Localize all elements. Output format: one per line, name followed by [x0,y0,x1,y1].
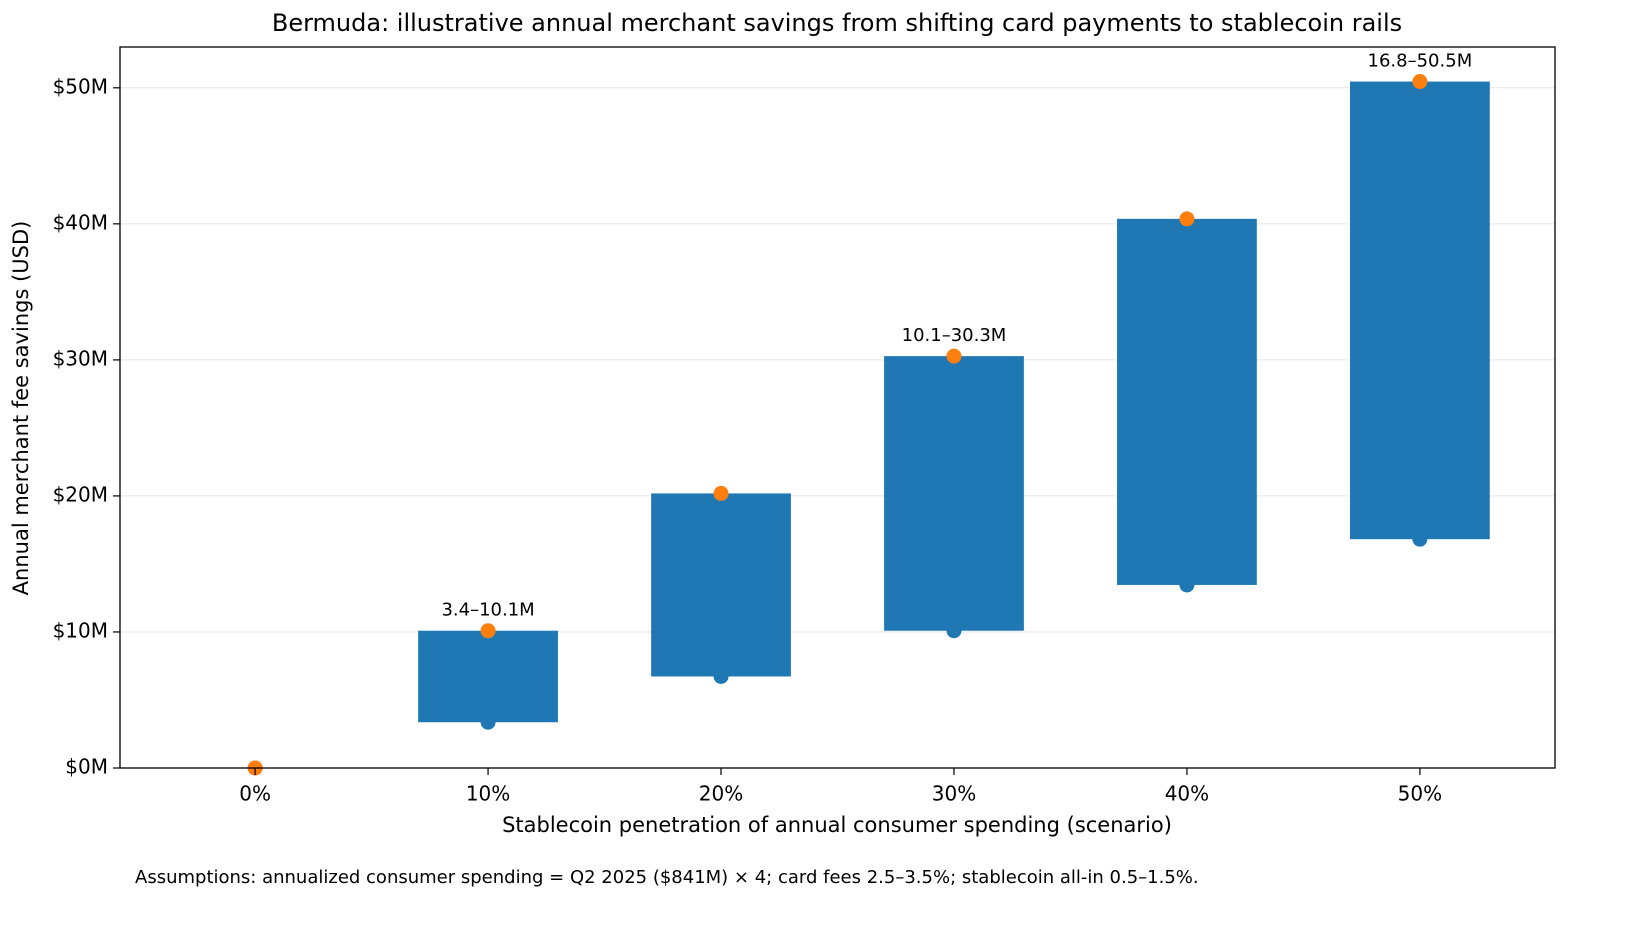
x-tick-label: 40% [1165,782,1209,806]
high-point [946,348,962,364]
footnote: Assumptions: annualized consumer spendin… [135,867,1199,888]
y-tick-label: $30M [53,346,108,370]
high-point [1412,74,1428,90]
y-tick-label: $0M [65,755,108,779]
plot-frame [119,46,1556,769]
high-point [480,623,496,639]
y-tick-label: $50M [53,74,108,98]
value-label: 10.1–30.3M [902,325,1007,346]
x-tick-label: 30% [932,782,976,806]
y-tick-label: $10M [53,618,108,642]
high-point [713,485,729,501]
y-axis-label: Annual merchant fee savings (USD) [9,221,33,596]
low-point [946,623,962,639]
high-point [1179,211,1195,227]
low-point [1179,577,1195,593]
range-bar [418,630,558,723]
x-tick-label: 0% [239,782,271,806]
y-tick-label: $40M [53,210,108,234]
x-tick-label: 10% [466,782,510,806]
low-point [480,714,496,730]
x-tick-label: 50% [1398,782,1442,806]
range-bar [884,356,1024,631]
low-point [713,668,729,684]
range-bar [1350,81,1490,540]
chart-title: Bermuda: illustrative annual merchant sa… [272,9,1402,37]
y-tick-label: $20M [53,482,108,506]
range-bar [651,493,791,677]
value-label: 16.8–50.5M [1368,51,1473,72]
range-bar [1117,218,1257,585]
x-tick-label: 20% [699,782,743,806]
x-axis-label: Stablecoin penetration of annual consume… [502,813,1172,837]
value-label: 3.4–10.1M [441,600,534,621]
low-point [1412,531,1428,547]
